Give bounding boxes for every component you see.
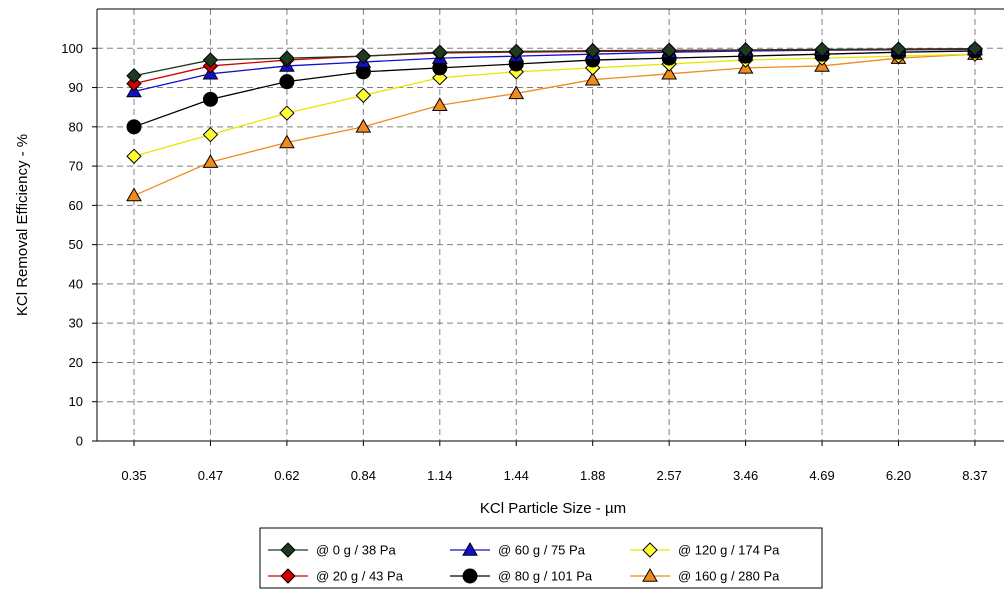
series-0 (126, 40, 983, 84)
x-tick-label: 1.44 (504, 468, 529, 483)
series-line (133, 53, 975, 157)
data-point (737, 42, 754, 58)
legend-label: @ 80 g / 101 Pa (498, 569, 593, 584)
series-line (133, 48, 975, 77)
y-tick-label: 100 (61, 41, 83, 56)
legend-marker (642, 542, 658, 558)
x-tick-label: 0.35 (121, 468, 146, 483)
data-point (279, 134, 295, 149)
legend-marker (462, 568, 478, 584)
legend-marker (280, 542, 296, 558)
data-point (967, 40, 983, 57)
x-tick-label: 1.88 (580, 468, 605, 483)
data-point (508, 85, 525, 100)
data-point (279, 105, 295, 121)
x-tick-label: 0.62 (274, 468, 299, 483)
legend-entry: @ 0 g / 38 Pa (268, 542, 396, 558)
legend-marker (642, 567, 658, 582)
axes: 0 10 20 30 40 50 60 70 80 90 100 0.35 0.47 0.62 0.84 1.… (61, 8, 1004, 483)
data-point (279, 74, 295, 90)
x-tick-label: 4.69 (809, 468, 834, 483)
legend-label: @ 20 g / 43 Pa (316, 569, 404, 584)
x-tick-label: 8.37 (962, 468, 987, 483)
legend-box (259, 527, 823, 589)
legend-entry: @ 160 g / 280 Pa (630, 567, 780, 584)
legend: @ 0 g / 38 Pa @ 20 g / 43 Pa @ 60 g / 75 P… (259, 527, 823, 589)
data-point (355, 118, 372, 133)
x-tick-label: 0.47 (198, 468, 223, 483)
y-tick-label: 10 (69, 394, 83, 409)
y-axis-title: KCl Removal Efficiency - % (14, 134, 31, 316)
y-tick-label: 50 (69, 237, 83, 252)
data-point (202, 91, 218, 107)
x-tick-label: 0.84 (351, 468, 376, 483)
y-tick-label: 20 (69, 355, 83, 370)
data-point (432, 44, 448, 60)
y-tick-label: 40 (69, 276, 83, 291)
y-tick-label: 30 (69, 316, 83, 331)
x-axis-title: KCl Particle Size - µm (480, 500, 626, 517)
legend-entry: @ 60 g / 75 Pa (450, 541, 586, 558)
data-point (202, 126, 219, 143)
data-point (584, 71, 601, 86)
legend-label: @ 120 g / 174 Pa (678, 543, 780, 558)
y-tick-label: 80 (69, 119, 83, 134)
data-point (814, 41, 830, 58)
data-point (355, 87, 372, 104)
legend-entry: @ 80 g / 101 Pa (450, 568, 593, 584)
series-line (133, 50, 975, 128)
x-tick-label: 3.46 (733, 468, 758, 483)
series-line (133, 53, 975, 197)
data-point (126, 148, 142, 164)
x-tick-label: 6.20 (886, 468, 911, 483)
data-point (126, 68, 142, 84)
data-point (126, 187, 142, 202)
y-tick-label: 60 (69, 198, 83, 213)
data-point (890, 41, 907, 57)
legend-marker (462, 541, 478, 556)
legend-label: @ 160 g / 280 Pa (678, 569, 780, 584)
legend-entry: @ 20 g / 43 Pa (268, 568, 404, 584)
y-tick-label: 90 (69, 80, 83, 95)
data-point (584, 42, 601, 59)
data-point (126, 75, 142, 92)
plot-area (97, 9, 1004, 441)
data-point (431, 97, 448, 111)
data-point (126, 119, 142, 135)
data-point (279, 50, 295, 66)
series-5 (126, 46, 983, 202)
x-tick-label: 2.57 (656, 468, 681, 483)
data-point (202, 154, 219, 168)
data-point (661, 65, 678, 80)
data-point (508, 43, 524, 60)
legend-marker (280, 568, 296, 584)
data-point (202, 52, 219, 68)
y-tick-label: 0 (76, 434, 83, 449)
data-point (355, 48, 372, 64)
series-layer (126, 40, 983, 202)
legend-label: @ 0 g / 38 Pa (316, 543, 396, 558)
legend-label: @ 60 g / 75 Pa (498, 543, 586, 558)
data-point (661, 42, 677, 58)
legend-entry: @ 120 g / 174 Pa (630, 542, 780, 558)
y-tick-label: 70 (69, 159, 83, 174)
x-tick-label: 1.14 (427, 468, 452, 483)
